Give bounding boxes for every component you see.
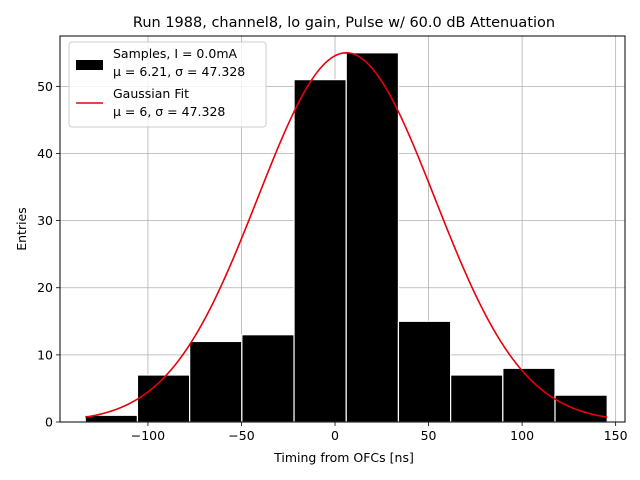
legend-stats-samples: μ = 6.21, σ = 47.328 [113,64,245,79]
histogram-bar-3 [241,334,295,423]
histogram-bar-4 [293,79,347,423]
y-axis-label: Entries [14,207,29,251]
legend-box [68,41,267,128]
legend-swatch-samples [76,60,103,70]
y-tick-label-0: 0 [45,415,53,430]
histogram-bar-8 [502,367,556,423]
histogram-bar-1 [136,374,191,423]
gaussian-fit-line [85,51,608,418]
x-axis-ticks: −100 −50 0 50 100 150 [131,422,628,443]
chart-title: Run 1988, channel8, lo gain, Pulse w/ 60… [133,15,555,31]
histogram-bar-7 [450,374,504,423]
x-tick-label-1: −50 [228,428,254,443]
y-tick-label-5: 50 [37,79,53,94]
y-tick-label-2: 20 [37,280,53,295]
gaussian-fit [85,51,608,418]
legend-label-samples: Samples, I = 0.0mA [113,46,237,61]
histogram-bars [84,52,608,423]
x-tick-label-5: 150 [604,428,628,443]
x-tick-label-3: 50 [421,428,437,443]
legend: Samples, I = 0.0mA μ = 6.21, σ = 47.328 … [68,41,267,128]
x-tick-label-0: −100 [131,428,165,443]
x-tick-label-4: 100 [510,428,534,443]
x-axis-label: Timing from OFCs [ns] [273,450,414,465]
histogram-bar-5 [345,52,400,423]
y-tick-label-3: 30 [37,213,53,228]
histogram-bar-6 [397,320,452,423]
histogram-bar-9 [554,394,608,423]
x-tick-label-2: 0 [331,428,339,443]
y-axis-ticks: 0 10 20 30 40 50 [37,79,60,430]
plot-frame [59,35,626,423]
legend-stats-fit: μ = 6, σ = 47.328 [113,104,225,119]
y-tick-label-4: 40 [37,146,53,161]
y-tick-label-1: 10 [37,347,53,362]
legend-label-fit: Gaussian Fit [113,86,189,101]
histogram-bar-2 [189,340,243,423]
